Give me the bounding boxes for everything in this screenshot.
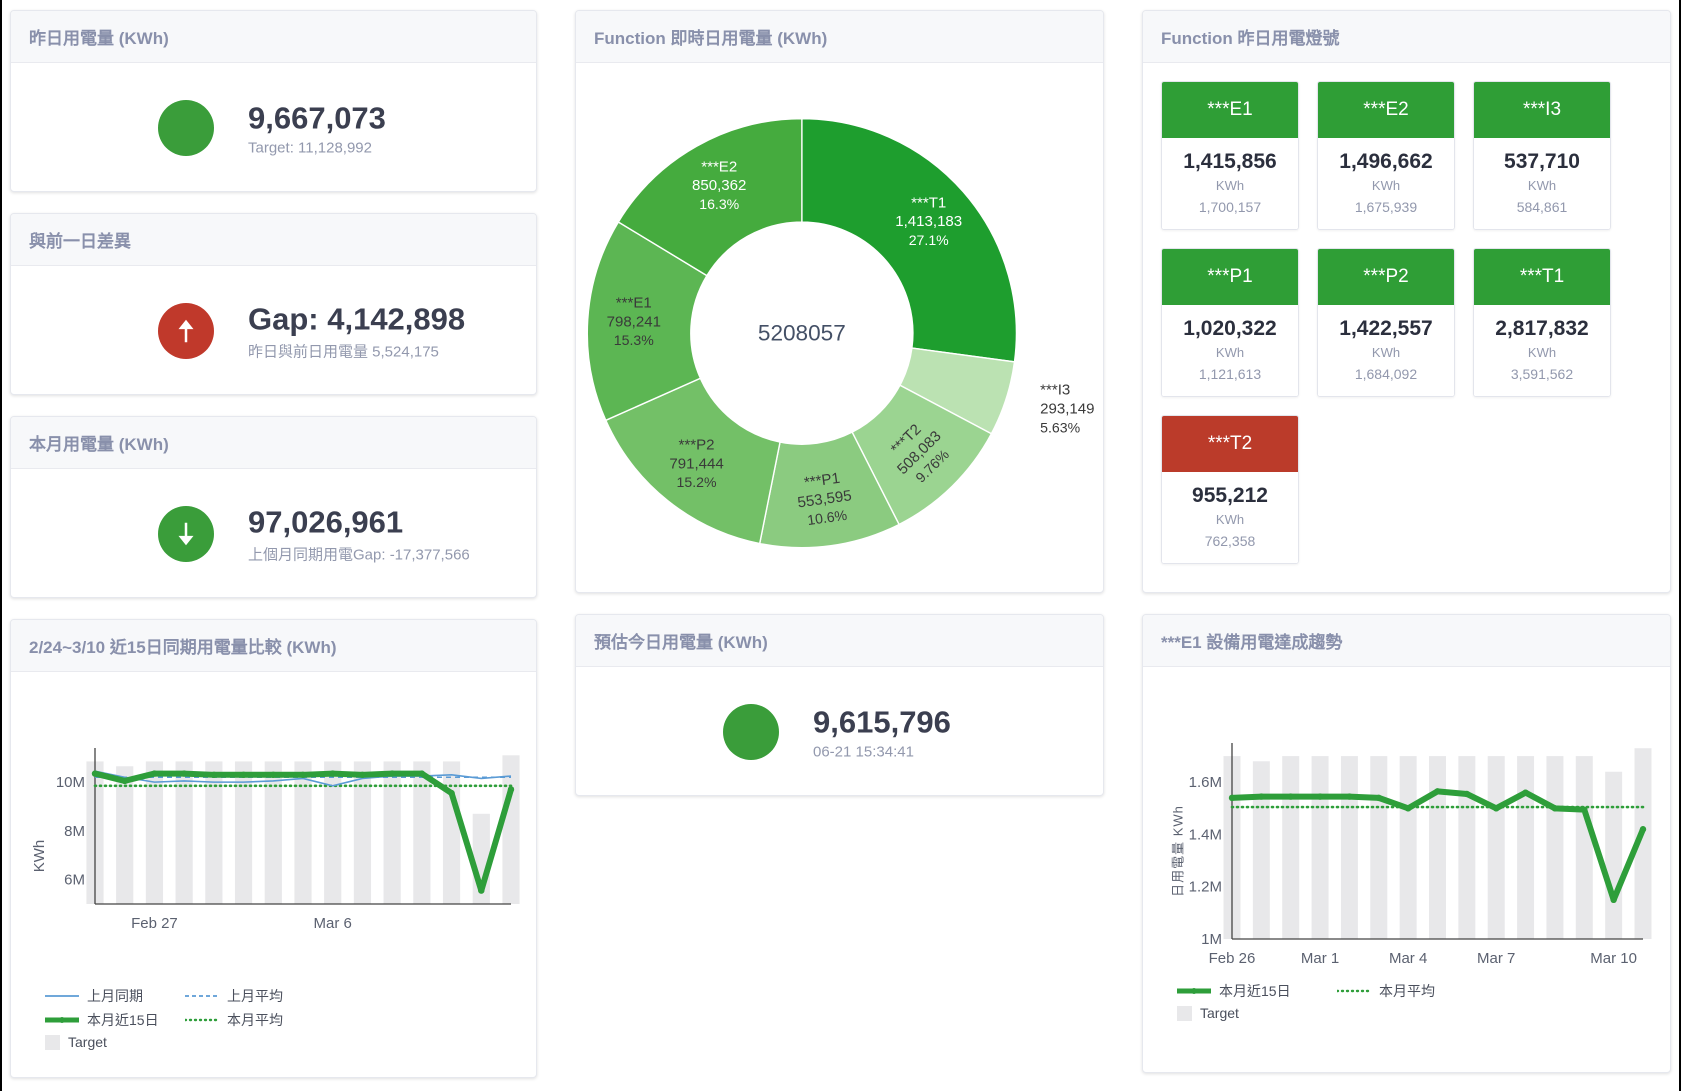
svg-text:791,444: 791,444 [669,455,723,472]
svg-text:Feb 26: Feb 26 [1209,950,1256,965]
svg-text:1,413,183: 1,413,183 [895,213,962,230]
svg-text:798,241: 798,241 [607,313,661,330]
svg-text:***T1: ***T1 [911,194,946,211]
svg-text:15.2%: 15.2% [677,474,717,490]
svg-text:15.3%: 15.3% [614,332,654,348]
svg-text:850,362: 850,362 [692,177,746,194]
svg-text:***E1: ***E1 [616,294,652,311]
svg-text:***P2: ***P2 [679,437,715,454]
svg-text:Mar 7: Mar 7 [1477,950,1515,965]
svg-text:Feb 27: Feb 27 [131,915,178,930]
svg-text:Mar 4: Mar 4 [1389,950,1427,965]
svg-text:6M: 6M [64,872,85,889]
svg-text:8M: 8M [64,823,85,840]
svg-text:27.1%: 27.1% [909,232,949,248]
svg-text:Mar 10: Mar 10 [1590,950,1637,965]
svg-text:1M: 1M [1201,931,1222,948]
svg-text:10M: 10M [56,774,85,791]
svg-text:1.6M: 1.6M [1189,774,1222,791]
svg-text:16.3%: 16.3% [699,196,739,212]
svg-text:5208057: 5208057 [758,321,846,346]
svg-text:***E2: ***E2 [701,158,737,175]
svg-text:***I3: ***I3 [1040,382,1070,399]
svg-text:5.63%: 5.63% [1040,419,1080,435]
svg-text:Mar 6: Mar 6 [314,915,352,930]
svg-text:1.2M: 1.2M [1189,879,1222,896]
svg-text:293,149: 293,149 [1040,401,1094,418]
svg-text:1.4M: 1.4M [1189,826,1222,843]
svg-text:Mar 1: Mar 1 [1301,950,1339,965]
